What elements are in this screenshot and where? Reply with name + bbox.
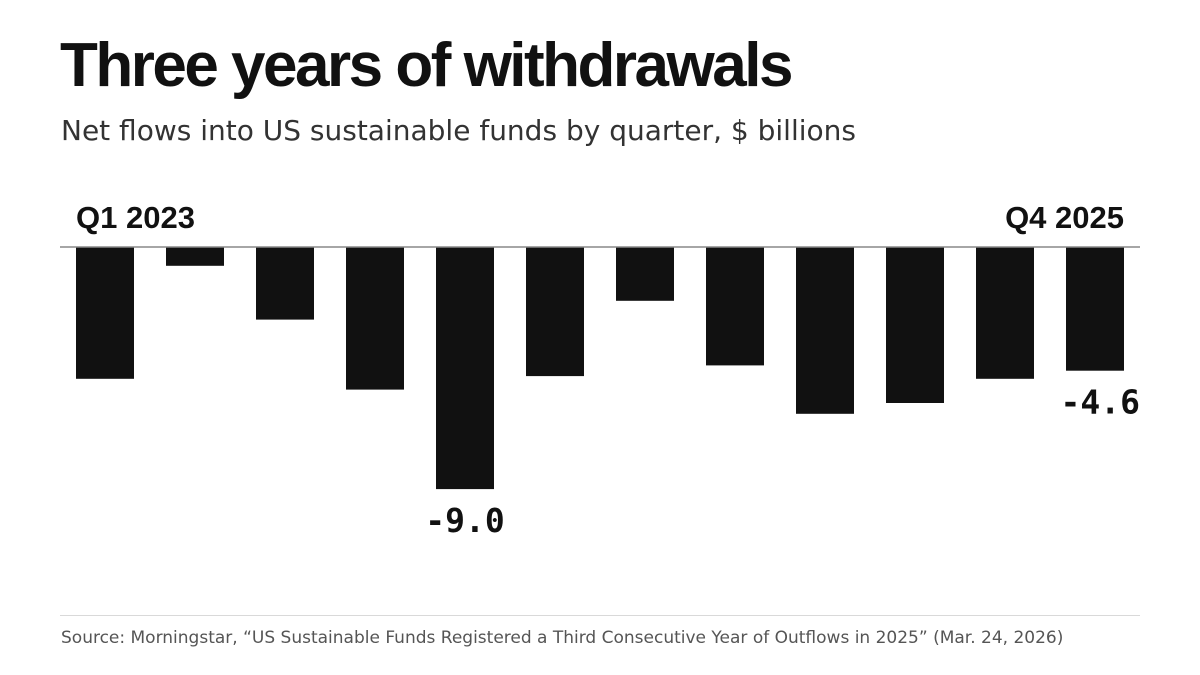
bar-q3-2023 bbox=[256, 247, 314, 320]
chart-subtitle: Net flows into US sustainable funds by q… bbox=[61, 114, 856, 147]
bar-q2-2025 bbox=[886, 247, 944, 403]
category-label-q4-2025: Q4 2025 bbox=[1005, 200, 1124, 235]
bar-q4-2024 bbox=[706, 247, 764, 366]
bar-q2-2023 bbox=[166, 247, 224, 266]
bar-q2-2024 bbox=[526, 247, 584, 377]
bar-q1-2025 bbox=[796, 247, 854, 414]
bar-q4-2025 bbox=[1066, 247, 1124, 371]
bar-q3-2024 bbox=[616, 247, 674, 301]
chart-title: Three years of withdrawals bbox=[60, 31, 793, 100]
bar-q3-2025 bbox=[976, 247, 1034, 379]
data-label-q1-2024: -9.0 bbox=[425, 501, 504, 540]
source-note: Source: Morningstar, “US Sustainable Fun… bbox=[61, 628, 1064, 648]
bar-q4-2023 bbox=[346, 247, 404, 390]
bar-q1-2024 bbox=[436, 247, 494, 490]
bar-chart: Q1 2023 Q4 2025 -9.0 -4.6 bbox=[60, 200, 1140, 540]
footer-divider bbox=[60, 615, 1140, 616]
category-label-q1-2023: Q1 2023 bbox=[76, 200, 195, 235]
data-label-q4-2025: -4.6 bbox=[1061, 383, 1140, 422]
bar-q1-2023 bbox=[76, 247, 134, 379]
